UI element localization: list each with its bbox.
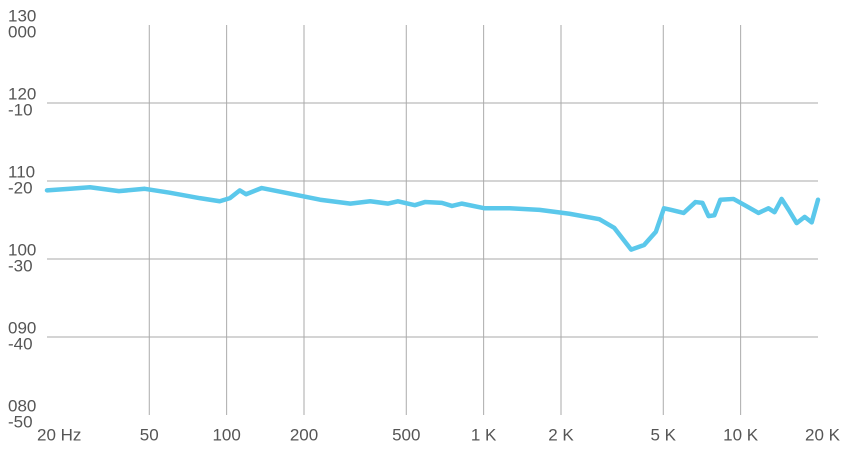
x-tick-label: 50 <box>140 425 159 444</box>
x-tick-label: 100 <box>212 425 240 444</box>
response-line <box>44 184 821 252</box>
y-tick-label: -30 <box>8 256 33 275</box>
x-tick-label: 2 K <box>548 425 574 444</box>
x-tick-label: 500 <box>392 425 420 444</box>
x-tick-label: 5 K <box>651 425 677 444</box>
x-tick-label: 20 K <box>805 425 841 444</box>
x-tick-label: 200 <box>290 425 318 444</box>
y-tick-label: -20 <box>8 178 33 197</box>
y-tick-label: -40 <box>8 334 33 353</box>
x-tick-label: 1 K <box>471 425 497 444</box>
y2-tick-label: 080 <box>8 396 36 415</box>
x-tick-label: 10 K <box>723 425 759 444</box>
y-tick-label: -10 <box>8 100 33 119</box>
y2-tick-label: 110 <box>8 162 35 181</box>
y-tick-label: 000 <box>8 22 36 41</box>
y2-tick-label: 090 <box>8 318 36 337</box>
y2-tick-label: 130 <box>8 6 36 25</box>
y-tick-label: -50 <box>8 412 33 431</box>
y2-tick-label: 100 <box>8 240 36 259</box>
x-tick-label: 20 Hz <box>37 425 81 444</box>
y2-tick-label: 120 <box>8 84 36 103</box>
